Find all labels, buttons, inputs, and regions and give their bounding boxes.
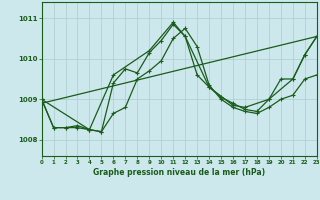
X-axis label: Graphe pression niveau de la mer (hPa): Graphe pression niveau de la mer (hPa) bbox=[93, 168, 265, 177]
